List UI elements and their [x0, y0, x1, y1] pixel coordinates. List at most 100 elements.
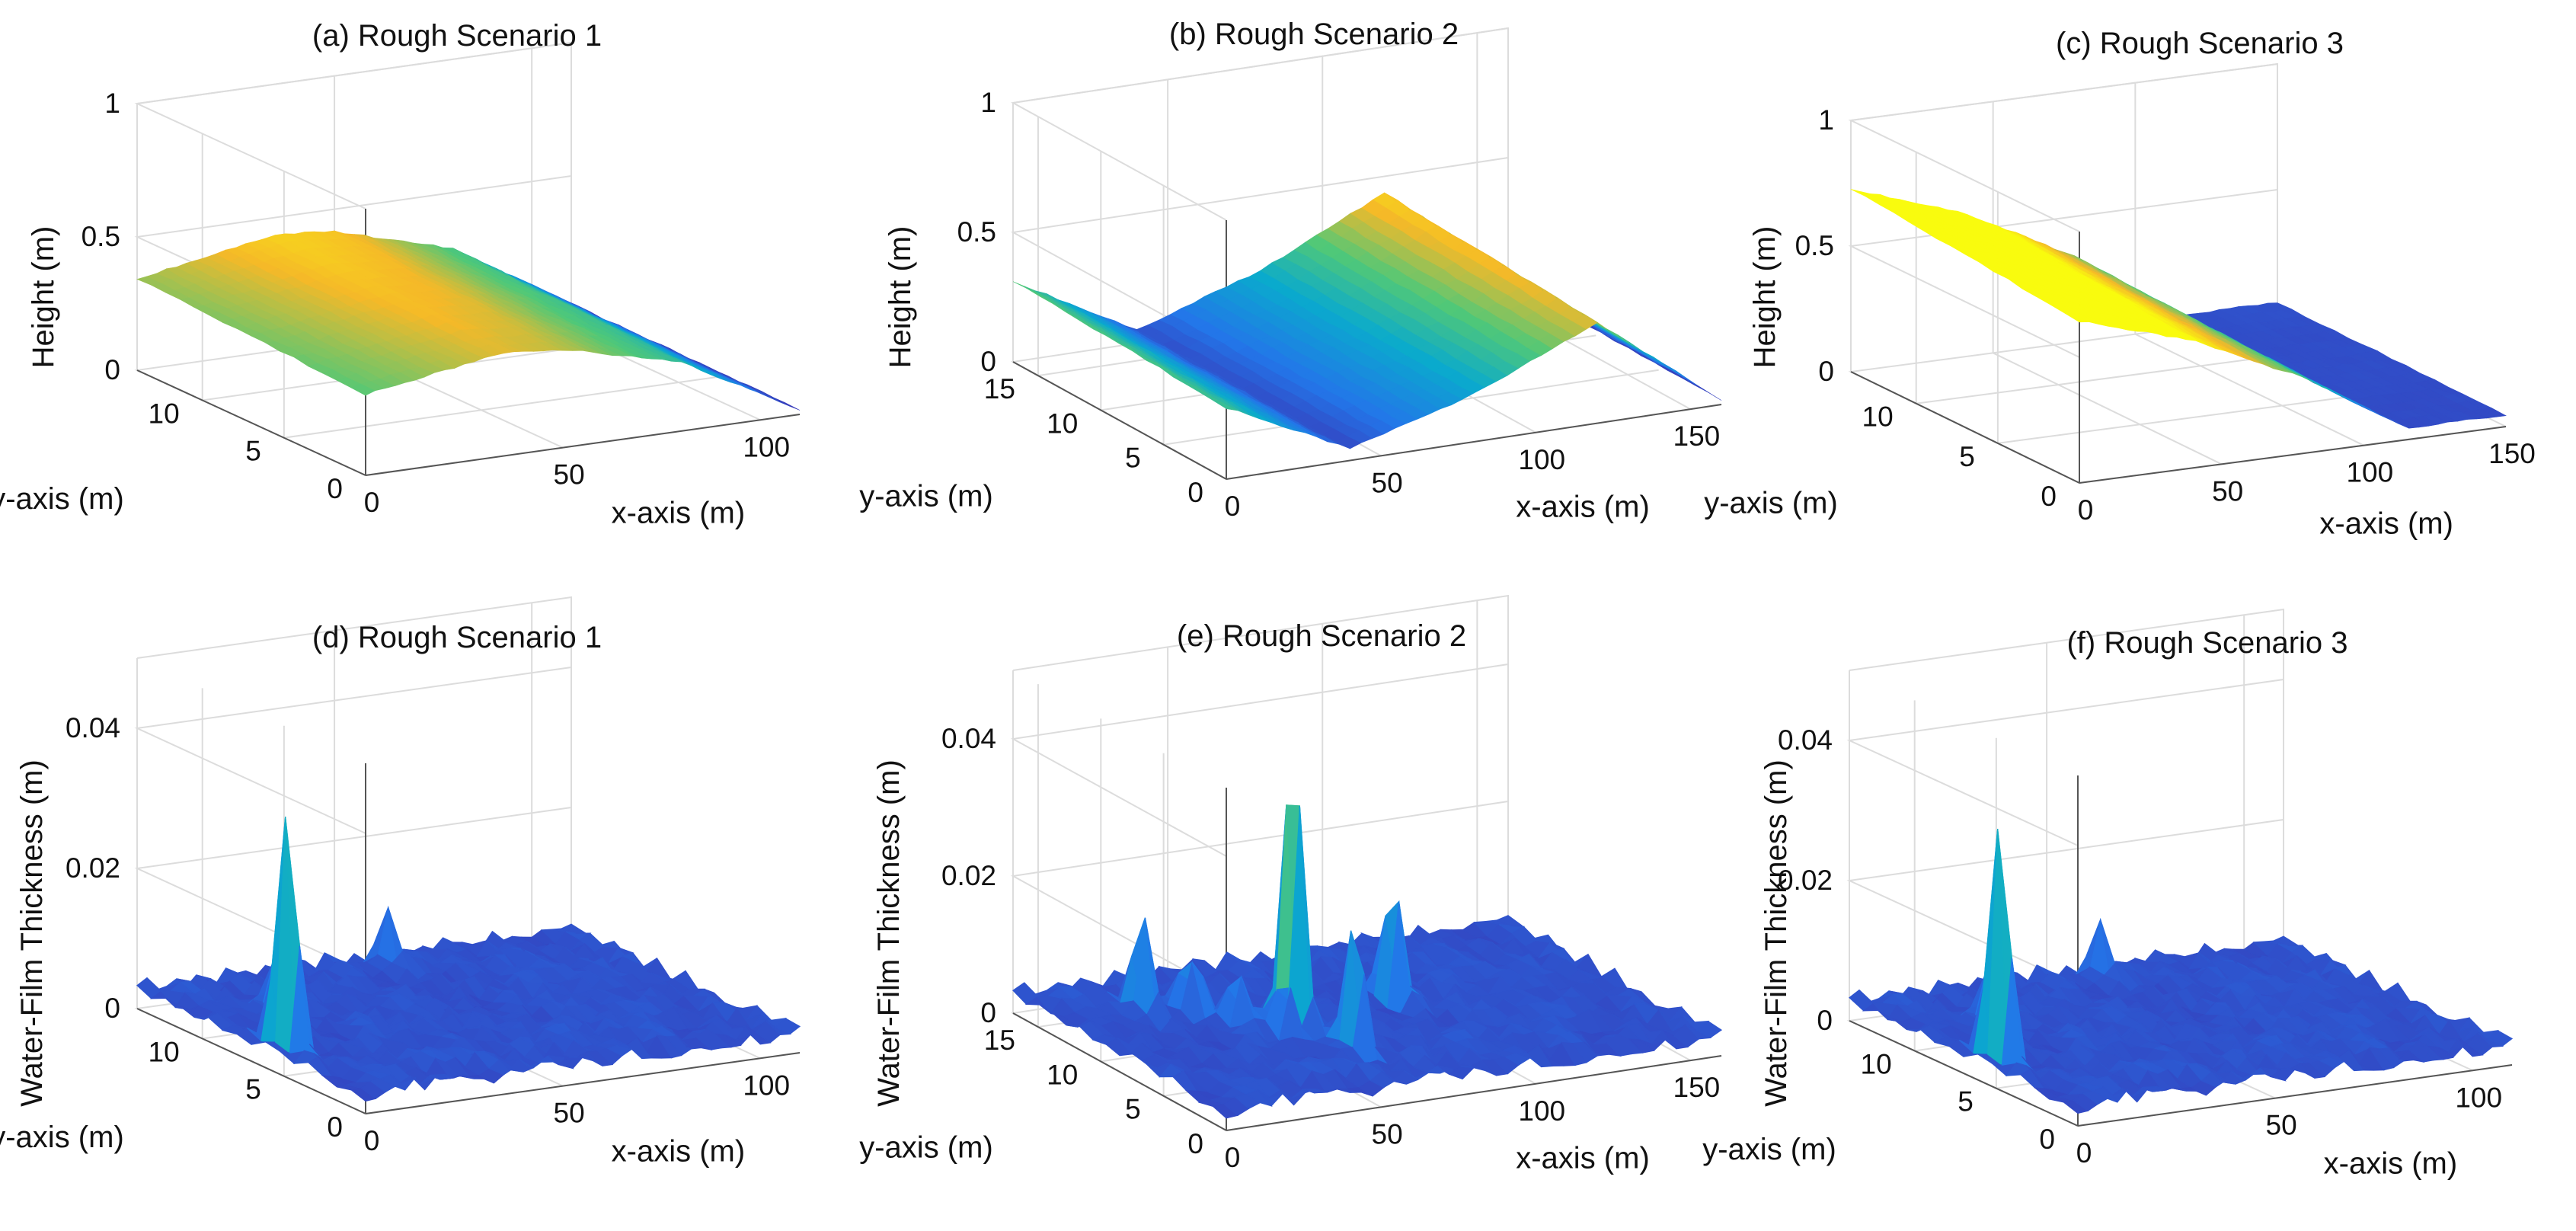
x-axis-label: x-axis (m) — [612, 1134, 746, 1168]
surface-patch — [1657, 363, 1682, 379]
axis-line — [136, 1008, 366, 1114]
y-tick-label: 10 — [149, 1036, 180, 1067]
z-axis-label: Height (m) — [884, 226, 917, 369]
z-gridline — [1846, 679, 2284, 846]
axis-box-edge — [1012, 594, 1509, 938]
y-tick-label: 0 — [1187, 1128, 1203, 1159]
y-tick-label: 5 — [245, 1074, 261, 1105]
z-tick-label: 0 — [1818, 356, 1834, 387]
surface — [136, 230, 801, 411]
axis-line — [365, 1052, 801, 1114]
x-tick-label: 150 — [2488, 438, 2536, 469]
y-tick-label: 5 — [1125, 443, 1141, 474]
y-axis-label: y-axis (m) — [859, 479, 993, 513]
y-tick-label: 10 — [1861, 1048, 1892, 1079]
x-tick-label: 100 — [743, 1070, 790, 1101]
surface-patch — [775, 1018, 801, 1035]
x-tick-label: 150 — [1673, 1072, 1721, 1103]
surface-patch — [1670, 369, 1695, 386]
x-axis-label: x-axis (m) — [1516, 490, 1650, 523]
y-tick-label: 10 — [1047, 1059, 1078, 1090]
axis-box-edge — [136, 596, 572, 948]
x-tick-label: 0 — [2076, 1137, 2092, 1169]
axis-box-edge — [1012, 27, 1509, 287]
x-tick-label: 50 — [554, 459, 585, 491]
y-axis-label: y-axis (m) — [0, 1121, 124, 1154]
z-tick-label: 0.02 — [1778, 865, 1833, 896]
surface-patch — [1696, 385, 1722, 401]
z-gridline — [1848, 189, 2278, 358]
chart-title: (c) Rough Scenario 3 — [2056, 27, 2344, 60]
z-tick-label: 1 — [104, 88, 120, 119]
surface-patch — [1663, 363, 1688, 379]
x-axis-label: x-axis (m) — [2319, 507, 2453, 541]
x-tick-label: 100 — [1518, 444, 1565, 475]
x-tick-label: 0 — [364, 487, 380, 518]
x-tick-label: 100 — [2346, 457, 2393, 488]
z-tick-label: 0 — [980, 997, 996, 1028]
surface-patch — [1649, 356, 1675, 372]
surface-patch — [775, 398, 801, 411]
x-tick-label: 0 — [2078, 494, 2094, 526]
surface-patch — [765, 395, 791, 407]
axis-lines — [1850, 232, 2507, 484]
z-tick-label: 0.5 — [81, 221, 120, 252]
y-axis-label: y-axis (m) — [0, 482, 124, 516]
x-tick-label: 100 — [2455, 1082, 2502, 1113]
y-tick-label: 5 — [245, 436, 261, 467]
axis-line — [2079, 426, 2507, 484]
z-tick-label: 0.04 — [66, 712, 120, 743]
x-tick-label: 0 — [1225, 491, 1241, 522]
y-tick-label: 0 — [1187, 477, 1203, 508]
y-tick-label: 0 — [2041, 481, 2057, 512]
z-gridline — [134, 667, 572, 834]
x-tick-label: 100 — [1518, 1095, 1565, 1127]
z-axis-label: Height (m) — [27, 226, 60, 369]
axis-line — [1226, 404, 1722, 480]
y-tick-label: 10 — [1862, 401, 1894, 433]
surface-patch — [1695, 1020, 1723, 1039]
axis-line — [1012, 1012, 1227, 1131]
x-tick-label: 50 — [1372, 1118, 1403, 1149]
y-tick-label: 5 — [1958, 1086, 1974, 1117]
z-axis-label: Water-Film Thickness (m) — [15, 759, 49, 1107]
x-axis-label: x-axis (m) — [1516, 1141, 1650, 1175]
z-tick-label: 0 — [104, 354, 120, 385]
z-tick-label: 0 — [1817, 1005, 1833, 1036]
x-tick-label: 50 — [1372, 467, 1403, 498]
z-gridline — [1010, 663, 1509, 857]
y-tick-label: 10 — [1047, 408, 1078, 439]
surface — [136, 817, 801, 1102]
z-gridline — [1010, 801, 1509, 994]
x-tick-label: 50 — [554, 1098, 585, 1129]
y-axis-label: y-axis (m) — [1702, 1133, 1836, 1166]
chart-title: (f) Rough Scenario 3 — [2066, 626, 2347, 660]
y-axis-label: y-axis (m) — [1704, 487, 1838, 520]
axis-box-edge — [1850, 62, 2278, 315]
chart-title: (b) Rough Scenario 2 — [1169, 18, 1459, 51]
x-tick-label: 100 — [743, 431, 790, 462]
axis-line — [1850, 371, 2080, 484]
z-gridline — [1010, 27, 1509, 221]
z-tick-label: 0 — [980, 346, 996, 377]
y-tick-label: 15 — [984, 1025, 1015, 1056]
z-tick-label: 0.02 — [941, 860, 996, 891]
z-tick-label: 1 — [1818, 104, 1834, 136]
x-gridline — [531, 48, 761, 421]
z-tick-label: 0.04 — [941, 723, 996, 754]
axis-box-edge — [1849, 608, 2284, 960]
x-tick-label: 0 — [1225, 1142, 1241, 1173]
surface — [1012, 804, 1723, 1119]
x-tick-label: 50 — [2212, 475, 2243, 507]
z-tick-label: 1 — [980, 87, 996, 118]
y-tick-label: 0 — [327, 1111, 343, 1143]
surface — [1012, 192, 1722, 449]
z-axis-label: Height (m) — [1748, 226, 1782, 369]
z-gridline — [1010, 157, 1509, 350]
y-tick-label: 0 — [327, 473, 343, 504]
